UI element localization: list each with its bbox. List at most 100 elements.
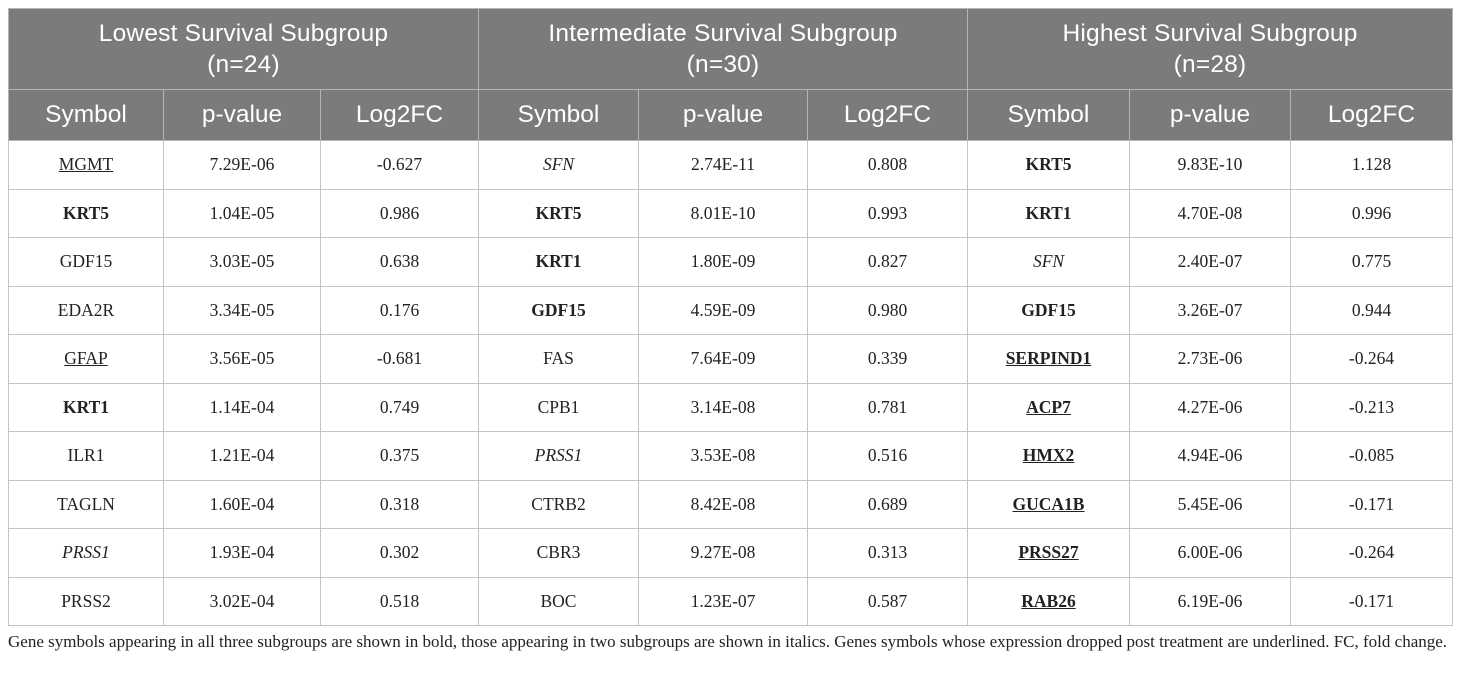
table-row: GDF15 3.03E-05 0.638 KRT1 1.80E-09 0.827 SFN 2.… <box>8 237 1454 287</box>
column-header-row: Symbol p-value Log2FC Symbol p-value Log… <box>8 89 1454 141</box>
gene-symbol: SFN <box>1032 251 1065 272</box>
log2fc-cell: -0.085 <box>1289 431 1454 481</box>
gene-symbol-cell: CBR3 <box>478 528 639 578</box>
log2fc-cell: 0.302 <box>320 528 479 578</box>
gene-symbol-cell: CPB1 <box>478 382 639 432</box>
log2fc-cell: -0.213 <box>1289 382 1454 432</box>
p-value-cell: 1.04E-05 <box>163 188 321 238</box>
p-value-cell: 4.27E-06 <box>1129 382 1291 432</box>
log2fc-cell: 0.638 <box>320 237 479 287</box>
gene-symbol-cell: HMX2 <box>967 431 1130 481</box>
column-header-symbol: Symbol <box>967 89 1130 141</box>
gene-symbol-cell: ILR1 <box>8 431 164 481</box>
group-title: Lowest Survival Subgroup <box>98 20 389 47</box>
gene-symbol: PRSS2 <box>61 590 111 611</box>
table-body: MGMT 7.29E-06 -0.627 SFN 2.74E-11 0.808 KRT5 9.… <box>8 140 1454 626</box>
group-title: Highest Survival Subgroup <box>1062 20 1358 47</box>
p-value-cell: 2.74E-11 <box>638 140 808 190</box>
log2fc-cell: 0.996 <box>1289 188 1454 238</box>
table-row: TAGLN 1.60E-04 0.318 CTRB2 8.42E-08 0.689 GUCA… <box>8 479 1454 529</box>
column-header-symbol: Symbol <box>8 89 164 141</box>
table-row: KRT1 1.14E-04 0.749 CPB1 3.14E-08 0.781 ACP7 4.… <box>8 382 1454 432</box>
p-value-cell: 1.60E-04 <box>163 479 321 529</box>
log2fc-cell: 0.808 <box>807 140 968 190</box>
log2fc-cell: 0.980 <box>807 285 968 335</box>
group-header-row: Lowest Survival Subgroup (n=24) Intermed… <box>8 8 1454 90</box>
p-value-cell: 1.21E-04 <box>163 431 321 481</box>
group-count: (n=30) <box>686 51 760 78</box>
gene-symbol: GDF15 <box>59 251 113 272</box>
gene-symbol-cell: SERPIND1 <box>967 334 1130 384</box>
column-header-symbol: Symbol <box>478 89 639 141</box>
log2fc-cell: 0.986 <box>320 188 479 238</box>
p-value-cell: 1.14E-04 <box>163 382 321 432</box>
gene-symbol: SFN <box>542 154 575 175</box>
gene-symbol-cell: SFN <box>478 140 639 190</box>
gene-symbol-cell: BOC <box>478 576 639 626</box>
column-header-p-value: p-value <box>163 89 321 141</box>
p-value-cell: 7.64E-09 <box>638 334 808 384</box>
gene-symbol-cell: KRT5 <box>967 140 1130 190</box>
log2fc-cell: 0.689 <box>807 479 968 529</box>
gene-symbol-cell: PRSS2 <box>8 576 164 626</box>
p-value-cell: 1.23E-07 <box>638 576 808 626</box>
log2fc-cell: 0.339 <box>807 334 968 384</box>
p-value-cell: 9.27E-08 <box>638 528 808 578</box>
table-footnote: Gene symbols appearing in all three subg… <box>8 632 1448 651</box>
table-row: PRSS2 3.02E-04 0.518 BOC 1.23E-07 0.587 RAB26 6… <box>8 576 1454 626</box>
column-header-p-value: p-value <box>638 89 808 141</box>
p-value-cell: 8.01E-10 <box>638 188 808 238</box>
log2fc-cell: 0.781 <box>807 382 968 432</box>
p-value-cell: 3.02E-04 <box>163 576 321 626</box>
log2fc-cell: 0.176 <box>320 285 479 335</box>
log2fc-cell: 0.518 <box>320 576 479 626</box>
log2fc-cell: 0.749 <box>320 382 479 432</box>
gene-symbol: KRT5 <box>535 202 582 223</box>
gene-symbol-cell: GDF15 <box>8 237 164 287</box>
group-header-intermediate: Intermediate Survival Subgroup (n=30) <box>478 8 968 90</box>
log2fc-cell: -0.171 <box>1289 576 1454 626</box>
gene-symbol-cell: ACP7 <box>967 382 1130 432</box>
gene-symbol: CTRB2 <box>531 493 586 514</box>
log2fc-cell: 0.827 <box>807 237 968 287</box>
gene-symbol: GDF15 <box>1021 299 1076 320</box>
log2fc-cell: 0.944 <box>1289 285 1454 335</box>
p-value-cell: 1.80E-09 <box>638 237 808 287</box>
p-value-cell: 4.59E-09 <box>638 285 808 335</box>
gene-symbol: TAGLN <box>57 493 115 514</box>
table-row: KRT5 1.04E-05 0.986 KRT5 8.01E-10 0.993 KRT1 4.… <box>8 188 1454 238</box>
gene-symbol: ILR1 <box>67 445 105 466</box>
table-row: MGMT 7.29E-06 -0.627 SFN 2.74E-11 0.808 KRT5 9.… <box>8 140 1454 190</box>
group-header-highest: Highest Survival Subgroup (n=28) <box>966 8 1454 90</box>
gene-symbol: EDA2R <box>57 299 115 320</box>
gene-symbol: KRT1 <box>62 396 110 417</box>
p-value-cell: 3.14E-08 <box>638 382 808 432</box>
log2fc-cell: 0.313 <box>807 528 968 578</box>
gene-symbol-cell: RAB26 <box>967 576 1130 626</box>
gene-symbol: CPB1 <box>537 396 580 417</box>
gene-symbol-cell: KRT5 <box>478 188 639 238</box>
gene-symbol: SERPIND1 <box>1005 348 1092 369</box>
gene-symbol-cell: GFAP <box>8 334 164 384</box>
gene-symbol-cell: GDF15 <box>967 285 1130 335</box>
column-header-log2fc: Log2FC <box>1289 89 1454 141</box>
gene-symbol: CBR3 <box>536 542 581 563</box>
group-count: (n=28) <box>1173 51 1247 78</box>
gene-symbol: GDF15 <box>531 299 586 320</box>
table-row: ILR1 1.21E-04 0.375 PRSS1 3.53E-08 0.516 HMX2 4… <box>8 431 1454 481</box>
p-value-cell: 1.93E-04 <box>163 528 321 578</box>
p-value-cell: 6.00E-06 <box>1129 528 1291 578</box>
p-value-cell: 8.42E-08 <box>638 479 808 529</box>
log2fc-cell: 1.128 <box>1289 140 1454 190</box>
gene-symbol-cell: TAGLN <box>8 479 164 529</box>
log2fc-cell: -0.681 <box>320 334 479 384</box>
table-row: PRSS1 1.93E-04 0.302 CBR3 9.27E-08 0.313 PRSS2… <box>8 528 1454 578</box>
log2fc-cell: 0.516 <box>807 431 968 481</box>
table-row: EDA2R 3.34E-05 0.176 GDF15 4.59E-09 0.980 GDF1… <box>8 285 1454 335</box>
log2fc-cell: -0.171 <box>1289 479 1454 529</box>
gene-symbol: HMX2 <box>1022 445 1075 466</box>
group-count: (n=24) <box>207 51 280 78</box>
gene-symbol-cell: EDA2R <box>8 285 164 335</box>
gene-symbol-cell: FAS <box>478 334 639 384</box>
gene-symbol: ACP7 <box>1026 396 1071 417</box>
